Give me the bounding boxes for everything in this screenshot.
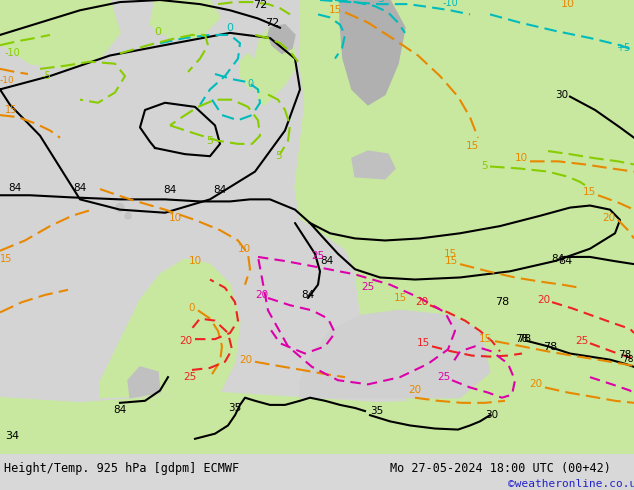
Text: -10: -10: [5, 49, 21, 58]
Polygon shape: [352, 151, 395, 179]
Text: Mo 27-05-2024 18:00 UTC (00+42): Mo 27-05-2024 18:00 UTC (00+42): [390, 462, 611, 475]
Text: 15: 15: [0, 254, 13, 264]
Text: 25: 25: [437, 372, 450, 382]
Text: 78: 78: [515, 334, 528, 344]
Text: 78: 78: [495, 297, 509, 307]
Polygon shape: [255, 28, 295, 105]
Text: 20: 20: [255, 290, 268, 300]
Polygon shape: [340, 0, 405, 105]
Text: 15: 15: [417, 338, 430, 348]
Text: 20: 20: [415, 297, 428, 307]
Text: 72: 72: [265, 18, 279, 28]
Text: 0: 0: [226, 23, 233, 33]
Text: 10: 10: [188, 256, 202, 266]
Text: 15: 15: [443, 249, 456, 259]
Polygon shape: [0, 0, 120, 69]
Text: 78: 78: [517, 334, 531, 344]
Text: 84: 84: [164, 185, 177, 195]
Polygon shape: [128, 367, 160, 398]
Text: 84: 84: [558, 256, 572, 266]
Text: ©weatheronline.co.uk: ©weatheronline.co.uk: [508, 479, 634, 489]
Polygon shape: [268, 24, 295, 53]
Text: 10: 10: [515, 153, 528, 163]
Text: -10: -10: [442, 0, 458, 8]
Text: 0: 0: [188, 303, 195, 313]
Text: Height/Temp. 925 hPa [gdpm] ECMWF: Height/Temp. 925 hPa [gdpm] ECMWF: [4, 462, 239, 475]
Text: 72: 72: [253, 0, 267, 10]
Text: 84: 84: [320, 256, 333, 266]
Text: 78: 78: [543, 343, 557, 352]
Polygon shape: [300, 310, 490, 398]
Text: 10: 10: [561, 0, 575, 9]
Text: 15: 15: [444, 256, 458, 266]
Text: 0: 0: [247, 79, 253, 89]
Text: 84: 84: [8, 183, 22, 193]
Text: 5: 5: [481, 162, 488, 172]
Polygon shape: [240, 53, 258, 89]
Text: 0: 0: [155, 27, 162, 37]
Text: 30: 30: [555, 90, 568, 99]
Polygon shape: [295, 0, 634, 418]
Text: 35: 35: [228, 403, 242, 413]
Text: 10: 10: [238, 244, 251, 254]
Text: 15: 15: [465, 141, 479, 151]
Text: 20: 20: [239, 355, 252, 365]
Text: 20: 20: [179, 336, 192, 346]
Text: 20: 20: [529, 379, 542, 390]
Polygon shape: [0, 377, 634, 454]
Text: 15: 15: [479, 334, 492, 344]
Text: 15: 15: [329, 5, 342, 15]
Text: 25: 25: [575, 336, 588, 346]
Text: 5: 5: [207, 136, 214, 146]
Text: -5: -5: [42, 71, 52, 81]
Text: 5: 5: [275, 151, 281, 161]
Text: 20: 20: [408, 385, 422, 394]
Text: 15: 15: [5, 105, 17, 115]
Text: 15: 15: [583, 187, 596, 197]
Text: 34: 34: [5, 431, 19, 441]
Text: 15: 15: [393, 293, 406, 303]
Text: 35: 35: [370, 406, 383, 416]
Polygon shape: [150, 0, 220, 38]
Text: 10: 10: [169, 213, 181, 223]
Text: 25: 25: [361, 282, 375, 292]
Text: 84: 84: [214, 185, 226, 195]
Text: 30: 30: [485, 410, 498, 420]
Text: 78: 78: [623, 355, 634, 364]
Text: +5: +5: [616, 43, 630, 53]
Polygon shape: [335, 0, 440, 125]
Text: 20: 20: [537, 295, 550, 305]
Text: 25: 25: [183, 372, 197, 382]
Text: 84: 84: [301, 290, 314, 300]
Polygon shape: [100, 259, 240, 398]
Text: 25: 25: [311, 251, 325, 261]
Text: -10: -10: [0, 76, 15, 85]
Text: 84: 84: [113, 405, 127, 415]
Text: 84: 84: [74, 183, 87, 193]
Text: 84: 84: [552, 254, 565, 264]
Text: 20: 20: [602, 213, 615, 223]
Text: 78: 78: [618, 350, 631, 360]
Circle shape: [116, 203, 124, 212]
Circle shape: [125, 213, 131, 219]
Text: -5: -5: [375, 0, 385, 4]
